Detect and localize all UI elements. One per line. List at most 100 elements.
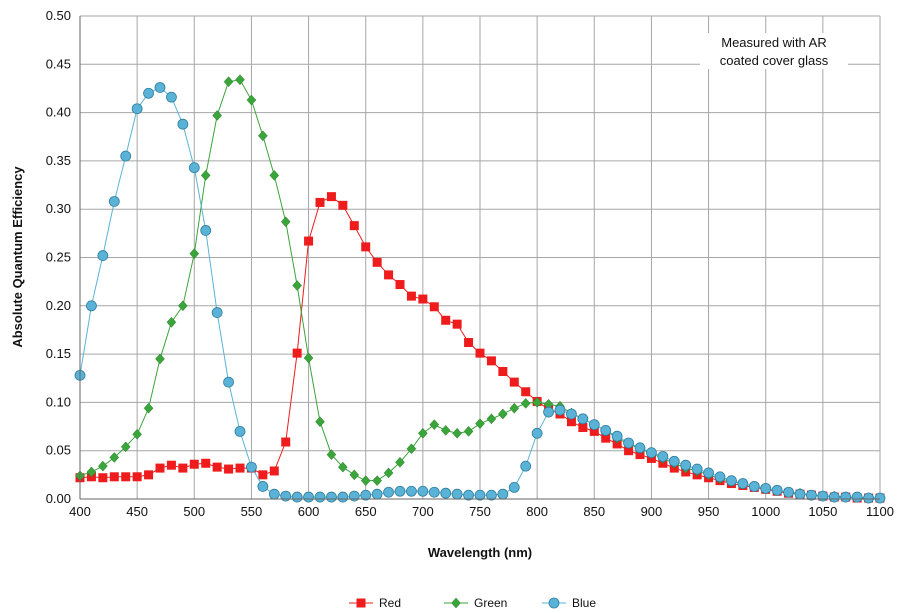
blue-point — [531, 427, 543, 439]
x-tick-label: 850 — [583, 504, 605, 519]
green-point — [246, 94, 257, 106]
red-point — [441, 315, 451, 325]
red-point — [452, 319, 462, 329]
red-point — [566, 417, 576, 427]
legend-item-green: Green — [444, 596, 507, 610]
red-point — [475, 348, 485, 358]
y-tick-label: 0.25 — [46, 250, 71, 265]
y-tick-label: 0.45 — [46, 56, 71, 71]
green-point — [280, 216, 291, 228]
green-point — [178, 300, 188, 312]
blue-point — [817, 490, 829, 502]
x-tick-label: 600 — [298, 504, 320, 519]
red-point — [292, 348, 302, 358]
red-point — [201, 458, 211, 468]
blue-point — [646, 447, 657, 459]
red-point — [612, 439, 622, 449]
x-tick-label: 400 — [69, 504, 91, 519]
red-point — [212, 462, 222, 472]
blue-point — [623, 437, 634, 449]
y-tick-labels: 0.00 0.05 0.10 0.15 0.20 0.25 0.30 0.35 0.40 0.45… — [46, 8, 71, 506]
green-point — [532, 397, 542, 408]
green-point — [360, 475, 371, 487]
green-point — [349, 469, 360, 481]
green-point — [303, 352, 314, 364]
blue-point — [337, 491, 349, 503]
blue-point — [97, 250, 109, 261]
blue-point — [188, 162, 200, 174]
green-point — [429, 419, 440, 430]
green-point — [212, 110, 222, 121]
green-point — [86, 466, 97, 478]
red-point — [372, 257, 382, 267]
red-point — [109, 472, 119, 482]
x-tick-label: 700 — [412, 504, 434, 519]
legend-item-red: Red — [349, 596, 401, 610]
annotation-line-2: coated cover glass — [720, 53, 829, 68]
red-point — [338, 200, 348, 210]
red-point — [178, 463, 188, 473]
red-point — [406, 291, 416, 301]
red-point — [418, 294, 428, 304]
blue-point — [828, 491, 840, 503]
green-point — [452, 427, 462, 439]
blue-point — [874, 492, 886, 504]
blue-point — [314, 491, 326, 503]
blue-point — [86, 300, 97, 312]
blue-point — [543, 406, 554, 418]
green-point — [486, 413, 497, 425]
red-point — [635, 450, 645, 460]
x-tick-label: 450 — [126, 504, 148, 519]
green-point — [109, 452, 120, 463]
y-tick-label: 0.20 — [46, 298, 71, 313]
blue-point — [863, 492, 874, 504]
red-point — [189, 459, 199, 469]
y-tick-label: 0.40 — [46, 105, 71, 120]
x-tick-label: 500 — [183, 504, 205, 519]
red-point — [429, 302, 439, 312]
green-point — [120, 441, 131, 453]
green-point — [338, 461, 348, 473]
green-point — [395, 456, 405, 468]
x-tick-label: 1050 — [808, 504, 837, 519]
green-point — [463, 426, 474, 437]
y-tick-label: 0.00 — [46, 491, 71, 506]
blue-point — [257, 481, 269, 492]
blue-point — [794, 488, 806, 500]
x-axis-title: Wavelength (nm) — [428, 545, 532, 560]
axes — [79, 16, 880, 500]
blue-point — [714, 471, 726, 483]
blue-point — [680, 459, 692, 471]
blue-point — [726, 475, 737, 487]
legend-label-red: Red — [379, 596, 401, 610]
blue-point — [440, 487, 452, 499]
green-point — [155, 353, 165, 365]
y-tick-label: 0.30 — [46, 201, 71, 216]
blue-point — [417, 485, 429, 497]
x-tick-label: 1000 — [751, 504, 780, 519]
legend-marker-blue — [548, 597, 560, 609]
y-axis-title: Absolute Quantum Efficiency — [10, 166, 25, 348]
green-point — [498, 408, 508, 420]
blue-point — [326, 491, 337, 503]
legend: Red Green Blue — [349, 596, 596, 610]
green-point — [143, 402, 154, 414]
red-point — [395, 280, 405, 290]
red-point — [624, 446, 634, 456]
x-tick-label: 800 — [526, 504, 548, 519]
blue-point — [211, 307, 223, 318]
red-point — [498, 366, 508, 376]
x-tick-label: 650 — [355, 504, 377, 519]
green-point — [372, 475, 382, 487]
red-point — [464, 338, 474, 348]
red-point — [326, 192, 336, 202]
blue-point — [577, 413, 589, 425]
x-tick-label: 950 — [698, 504, 720, 519]
green-point — [520, 397, 531, 409]
red-point — [98, 473, 108, 483]
blue-point — [371, 488, 383, 500]
red-point — [509, 377, 519, 387]
blue-point — [303, 491, 314, 503]
blue-point — [508, 482, 520, 493]
